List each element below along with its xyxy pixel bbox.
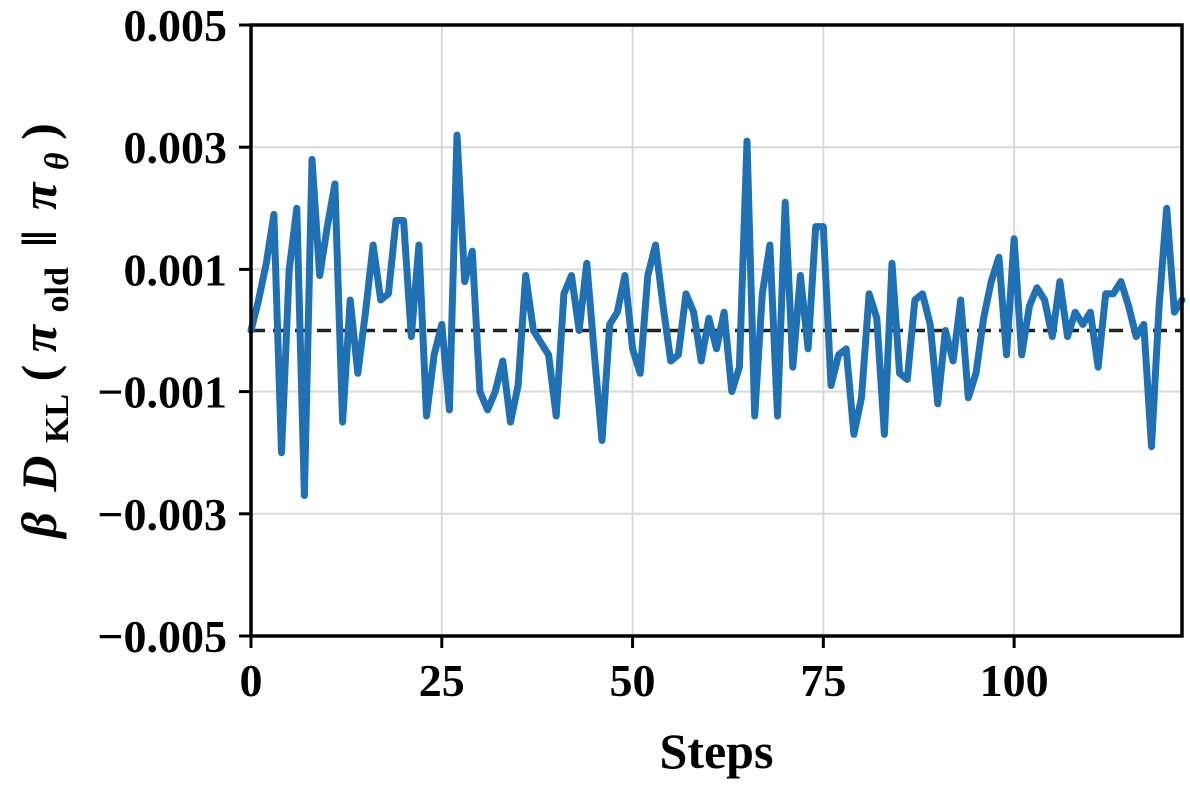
x-tick-label-3: 75: [800, 655, 846, 706]
y-tick-label-2: −0.001: [97, 367, 227, 418]
y-tick-label-5: 0.005: [124, 0, 228, 51]
x-axis-title: Steps: [660, 723, 774, 779]
plot-frame: [249, 23, 1184, 638]
y-tick-label-0: −0.005: [97, 611, 227, 662]
y-tick-label-3: 0.001: [124, 244, 228, 295]
y-title-sub-theta: θ: [39, 152, 76, 170]
series-line: [247, 131, 1186, 499]
x-tick-labels: 0 25 50 75 100: [240, 655, 1049, 706]
x-tick-label-4: 100: [980, 655, 1049, 706]
x-tick-label-2: 50: [610, 655, 656, 706]
y-tick-labels: −0.005 −0.003 −0.001 0.001 0.003 0.005: [97, 0, 227, 662]
y-tick-label-1: −0.003: [97, 489, 227, 540]
y-title-bars: ‖: [11, 230, 67, 246]
y-axis-title: β D KL ( π old ‖ π θ ): [11, 123, 79, 540]
y-tick-label-4: 0.003: [124, 122, 228, 173]
x-tick-label-1: 25: [419, 655, 465, 706]
ticks: [239, 23, 1016, 648]
y-title-pi2: π: [11, 181, 67, 210]
x-tick-label-0: 0: [240, 655, 263, 706]
y-title-beta: β: [11, 512, 67, 540]
y-title-pi1: π: [11, 323, 67, 352]
y-title-sub-old: old: [39, 267, 76, 312]
y-title-sub-kl: KL: [39, 394, 76, 443]
y-title-close: ): [11, 123, 67, 140]
y-title-d: D: [11, 456, 67, 493]
y-title-open: (: [11, 365, 67, 382]
